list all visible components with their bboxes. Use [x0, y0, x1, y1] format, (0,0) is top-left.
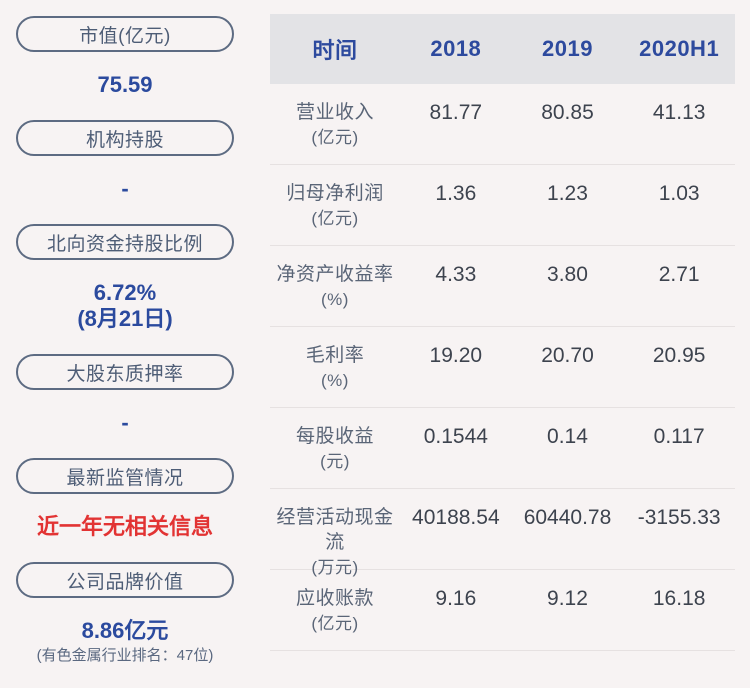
row-metric-unit: (%): [321, 290, 349, 309]
table-row: 应收账款 (亿元) 9.16 9.12 16.18: [270, 570, 735, 651]
row-value-cell: 81.77: [429, 101, 483, 124]
table-row: 每股收益 (元) 0.1544 0.14 0.117: [270, 408, 735, 489]
table-row: 归母净利润 (亿元) 1.36 1.23 1.03: [270, 165, 735, 246]
table-row: 毛利率 (%) 19.20 20.70 20.95: [270, 327, 735, 408]
row-value-cell: 60440.78: [523, 506, 612, 529]
row-metric-unit: (万元): [311, 558, 359, 577]
metric-value: -: [121, 410, 129, 435]
sidebar-metric: 市值(亿元) 75.59: [16, 16, 234, 98]
row-label: 归母净利润 (亿元): [270, 181, 400, 231]
row-metric-name: 营业收入: [295, 102, 374, 123]
row-value-cell: 19.20: [429, 344, 483, 367]
metric-value: 8.86亿元: [81, 618, 169, 643]
row-value-cell: 0.1544: [423, 425, 488, 448]
row-value-cell: 9.16: [435, 587, 477, 610]
metric-pill-label: 最新监管情况: [66, 467, 184, 489]
metric-pill-button[interactable]: 公司品牌价值: [16, 562, 234, 598]
sidebar-metric: 最新监管情况 近一年无相关信息: [16, 458, 234, 540]
row-value-cell: 40188.54: [412, 506, 500, 529]
table-row: 经营活动现金流 (万元) 40188.54 60440.78 -3155.33: [270, 489, 735, 577]
sidebar-metric: 公司品牌价值 8.86亿元 (有色金属行业排名：47位): [16, 562, 234, 666]
year-column-header: 2019: [542, 36, 593, 61]
metric-value: 近一年无相关信息: [36, 514, 213, 539]
table-row: 净资产收益率 (%) 4.33 3.80 2.71: [270, 246, 735, 327]
sidebar-metric: 大股东质押率 -: [16, 354, 234, 436]
row-value-cell: 9.12: [547, 587, 588, 610]
row-label: 毛利率 (%): [270, 343, 400, 393]
row-metric-name: 每股收益: [295, 426, 374, 447]
row-value-cell: 80.85: [541, 101, 594, 124]
metric-pill-label: 大股东质押率: [66, 363, 184, 385]
row-value-cell: 41.13: [652, 101, 706, 124]
row-value-cell: 1.03: [658, 182, 700, 205]
metric-pill-button[interactable]: 市值(亿元): [16, 16, 234, 52]
metric-subvalue: (8月21日): [77, 306, 173, 331]
row-value-cell: 4.33: [435, 263, 477, 286]
row-metric-name: 毛利率: [305, 345, 365, 366]
row-label: 应收账款 (亿元): [270, 586, 400, 636]
sidebar-metric: 机构持股 -: [16, 120, 234, 202]
metric-value: 6.72%: [93, 280, 157, 305]
year-column-header: 2018: [430, 36, 482, 61]
time-column-header: 时间: [312, 38, 358, 63]
row-value-cell: 20.70: [541, 344, 594, 367]
row-metric-unit: (亿元): [311, 209, 359, 228]
row-metric-name: 净资产收益率: [276, 264, 394, 285]
row-value-cell: 3.80: [547, 263, 588, 286]
row-metric-unit: (元): [320, 452, 350, 471]
metric-pill-label: 市值(亿元): [79, 25, 171, 47]
row-value-cell: 2.71: [658, 263, 700, 286]
metric-pill-button[interactable]: 最新监管情况: [16, 458, 234, 494]
row-value-cell: 16.18: [652, 587, 706, 610]
row-label: 营业收入 (亿元): [270, 100, 400, 150]
table-body: 营业收入 (亿元) 81.77 80.85 41.13 归母净利润 (亿元) 1.3…: [270, 84, 735, 651]
row-metric-name: 归母净利润: [286, 183, 384, 204]
row-value-cell: 0.117: [653, 425, 705, 448]
year-column-header: 2020H1: [639, 36, 720, 61]
metric-note: (有色金属行业排名：47位): [36, 647, 214, 664]
row-metric-name: 经营活动现金流: [276, 507, 394, 553]
row-metric-unit: (%): [321, 371, 349, 390]
metric-value: 75.59: [97, 72, 153, 97]
metric-pill-label: 北向资金持股比例: [46, 233, 203, 255]
row-metric-unit: (亿元): [311, 128, 359, 147]
sidebar: 市值(亿元) 75.59 机构持股 - 北向资金持股比例 6.72% (8月21…: [16, 16, 234, 688]
row-value-cell: 20.95: [652, 344, 706, 367]
metric-pill-button[interactable]: 大股东质押率: [16, 354, 234, 390]
metric-pill-label: 公司品牌价值: [66, 571, 184, 593]
table-row: 营业收入 (亿元) 81.77 80.85 41.13: [270, 84, 735, 165]
sidebar-metric: 北向资金持股比例 6.72% (8月21日): [16, 224, 234, 332]
metric-pill-button[interactable]: 北向资金持股比例: [16, 224, 234, 260]
row-metric-unit: (亿元): [311, 614, 359, 633]
metric-pill-button[interactable]: 机构持股: [16, 120, 234, 156]
financial-table: 时间 2018 2019 2020H1 营业收入 (亿元) 81.77 80.85 41…: [270, 14, 735, 651]
row-value-cell: -3155.33: [637, 506, 721, 529]
row-label: 每股收益 (元): [270, 424, 400, 474]
row-value-cell: 1.23: [547, 182, 588, 205]
row-label: 经营活动现金流 (万元): [270, 505, 400, 580]
metric-value: -: [121, 176, 129, 201]
row-metric-name: 应收账款: [295, 588, 374, 609]
row-value-cell: 1.36: [435, 182, 477, 205]
row-label: 净资产收益率 (%): [270, 262, 400, 312]
table-header: 时间 2018 2019 2020H1: [270, 14, 735, 84]
row-value-cell: 0.14: [547, 425, 588, 448]
metric-pill-label: 机构持股: [85, 129, 164, 151]
